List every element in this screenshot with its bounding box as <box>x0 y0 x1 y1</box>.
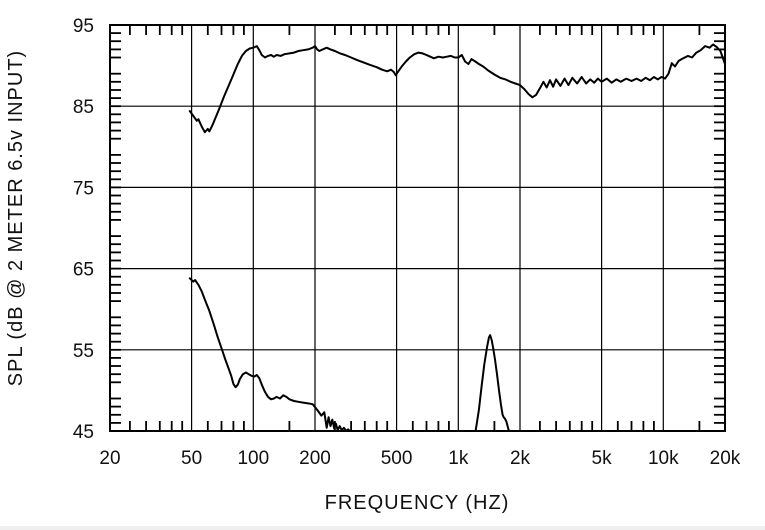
y-tick-label: 55 <box>73 341 94 362</box>
x-tick-label: 20k <box>710 448 741 469</box>
y-tick-label: 65 <box>73 260 94 281</box>
x-tick-label: 100 <box>237 448 269 469</box>
curve-frequency-response <box>188 43 726 134</box>
y-tick-label: 45 <box>73 422 94 443</box>
curve-distortion-low-band <box>188 277 351 432</box>
curve-distortion-peak-1k4 <box>474 334 510 432</box>
y-axis-title: SPL (dB @ 2 METER 6.5v INPUT) <box>5 50 27 386</box>
x-tick-label: 2k <box>510 448 531 469</box>
x-tick-label: 10k <box>648 448 679 469</box>
x-axis-title: FREQUENCY (HZ) <box>325 492 510 514</box>
plot-border <box>109 24 726 432</box>
screenshot-bottom-edge <box>0 526 765 530</box>
x-tick-label: 200 <box>299 448 331 469</box>
y-tick-label: 85 <box>73 97 94 118</box>
x-tick-label: 1k <box>448 448 469 469</box>
y-tick-label: 95 <box>73 16 94 37</box>
x-tick-label: 500 <box>381 448 413 469</box>
x-tick-label: 50 <box>181 448 202 469</box>
plot-area: 45 55 65 75 85 95 20 50 100 200 500 1k 2k 5k 10k 20k <box>73 16 741 469</box>
x-tick-label: 20 <box>99 448 120 469</box>
x-tick-label: 5k <box>592 448 613 469</box>
y-tick-label: 75 <box>73 178 94 199</box>
